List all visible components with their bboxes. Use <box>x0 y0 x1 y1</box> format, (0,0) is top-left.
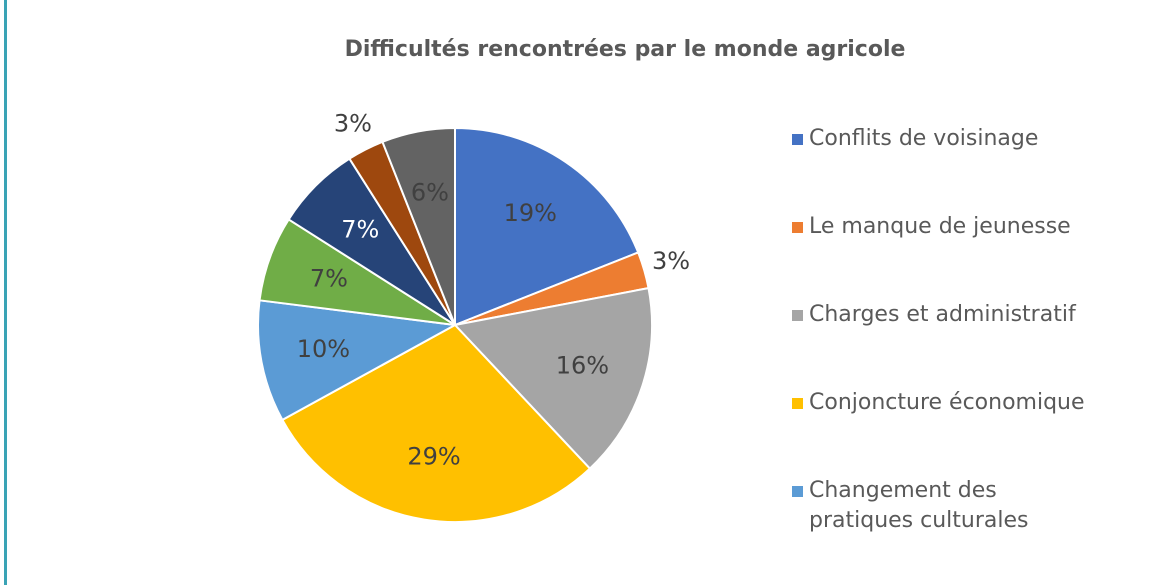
pie-slice <box>453 286 653 471</box>
data-label: 7% <box>341 215 379 243</box>
data-label: 19% <box>504 199 557 227</box>
legend-entry: Charges et administratif <box>792 300 1092 330</box>
legend-label: Le manque de jeunesse <box>809 214 1071 239</box>
legend-entry: Changement des pratiques culturales <box>792 476 1092 536</box>
pie-slice <box>454 126 640 327</box>
pie-slice <box>281 323 592 523</box>
legend-label: Changement des pratiques culturales <box>809 478 1029 533</box>
legend-swatch <box>792 134 803 145</box>
legend-entry: Conflits de voisinage <box>792 124 1092 154</box>
legend-entry: Conjoncture économique <box>792 388 1092 418</box>
legend-label: Conjoncture économique <box>809 390 1085 415</box>
legend-swatch <box>792 222 803 233</box>
data-label: 16% <box>556 351 609 379</box>
legend-label: Charges et administratif <box>809 302 1076 327</box>
legend-swatch <box>792 310 803 321</box>
data-label: 3% <box>652 247 690 275</box>
legend-entry: Le manque de jeunesse <box>792 212 1092 242</box>
data-label: 3% <box>334 110 372 138</box>
data-label: 10% <box>297 335 350 363</box>
data-label: 29% <box>407 442 460 470</box>
legend-swatch <box>792 486 803 497</box>
pie-slice <box>257 299 459 422</box>
legend-swatch <box>792 398 803 409</box>
pie-slice <box>381 126 456 326</box>
data-label: 6% <box>411 178 449 206</box>
legend-label: Conflits de voisinage <box>809 126 1039 151</box>
chart-title: Difficultés rencontrées par le monde agr… <box>345 37 906 62</box>
side-bar <box>4 0 7 585</box>
data-label: 7% <box>310 265 348 293</box>
